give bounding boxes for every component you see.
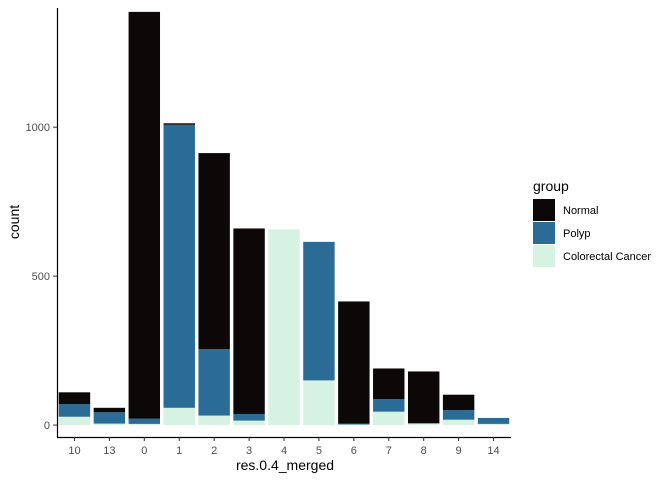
legend-label-normal: Normal (563, 205, 598, 217)
legend-key-normal (533, 199, 555, 221)
y-tick-label: 1000 (26, 122, 50, 134)
x-tick-label: 2 (211, 445, 217, 457)
bar-colorectal-cancer-8 (407, 423, 440, 426)
bar-polyp-10 (58, 404, 91, 417)
x-tick-label: 14 (487, 445, 499, 457)
bar-colorectal-cancer-9 (442, 419, 475, 426)
legend-label-colorectal-cancer: Colorectal Cancer (563, 251, 651, 263)
legend: group Normal Polyp Colorectal Cancer (533, 178, 651, 267)
x-ticks-layer: 10 13 0 1 2 3 4 5 6 7 8 9 14 (68, 437, 500, 457)
bar-polyp-14 (477, 417, 510, 424)
bar-normal-7 (373, 368, 405, 400)
x-tick-label: 9 (456, 445, 462, 457)
x-tick-label: 4 (281, 445, 287, 457)
x-tick-label: 6 (351, 445, 357, 457)
y-tick-label: 500 (32, 271, 50, 283)
bar-polyp-13 (93, 412, 126, 424)
bar-polyp-3 (233, 414, 265, 421)
bar-colorectal-cancer-13 (93, 423, 126, 426)
bar-normal-1 (163, 123, 195, 125)
legend-title: group (533, 178, 569, 194)
x-axis-title: res.0.4_merged (236, 457, 334, 473)
x-tick-label: 13 (103, 445, 115, 457)
bar-polyp-9 (442, 410, 475, 420)
bar-polyp-6 (338, 423, 370, 425)
x-tick-label: 1 (176, 445, 182, 457)
bar-colorectal-cancer-14 (477, 423, 510, 426)
bar-colorectal-cancer-1 (163, 407, 195, 426)
bar-normal-8 (407, 371, 440, 423)
bar-colorectal-cancer-0 (128, 423, 161, 426)
bar-normal-3 (233, 228, 265, 415)
bar-polyp-8 (407, 423, 440, 424)
bar-polyp-2 (198, 349, 230, 416)
y-ticks-layer: 0 500 1000 (26, 122, 57, 432)
x-tick-label: 0 (141, 445, 147, 457)
bar-colorectal-cancer-4 (268, 229, 300, 426)
bar-normal-10 (58, 392, 91, 405)
bar-normal-9 (442, 394, 475, 411)
x-tick-label: 10 (68, 445, 80, 457)
bar-polyp-1 (163, 124, 195, 408)
x-tick-label: 8 (421, 445, 427, 457)
y-tick-label: 0 (44, 420, 50, 432)
bar-normal-6 (338, 301, 370, 424)
bars-layer (58, 11, 510, 426)
bar-polyp-7 (373, 399, 405, 412)
bar-colorectal-cancer-6 (338, 424, 370, 426)
bar-normal-13 (93, 407, 126, 413)
bar-polyp-5 (303, 241, 335, 381)
bar-colorectal-cancer-3 (233, 420, 265, 426)
legend-key-colorectal-cancer (533, 245, 555, 267)
x-tick-label: 7 (386, 445, 392, 457)
bar-normal-0 (128, 11, 161, 419)
bar-colorectal-cancer-2 (198, 415, 230, 426)
x-tick-label: 3 (246, 445, 252, 457)
bar-colorectal-cancer-10 (58, 416, 91, 426)
legend-label-polyp: Polyp (563, 228, 591, 240)
x-tick-label: 5 (316, 445, 322, 457)
bar-normal-2 (198, 153, 230, 350)
bar-colorectal-cancer-7 (373, 411, 405, 426)
legend-key-polyp (533, 222, 555, 244)
y-axis-title: count (6, 205, 22, 239)
bar-colorectal-cancer-5 (303, 380, 335, 426)
bar-polyp-0 (128, 418, 161, 424)
